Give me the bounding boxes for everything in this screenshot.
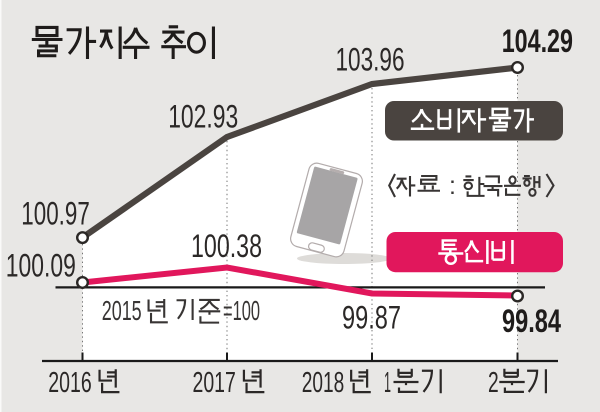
svg-text:99.84: 99.84 — [502, 303, 561, 339]
svg-text:1: 1 — [384, 367, 391, 399]
svg-text:2: 2 — [488, 367, 499, 399]
svg-text:=100: =100 — [223, 295, 260, 326]
svg-text:2018: 2018 — [302, 367, 345, 399]
svg-text:2016: 2016 — [48, 367, 91, 399]
svg-text:2017: 2017 — [193, 367, 236, 399]
svg-text:2015: 2015 — [102, 295, 142, 326]
svg-text:103.96: 103.96 — [336, 42, 405, 78]
svg-text:100.97: 100.97 — [21, 196, 90, 232]
svg-text:99.87: 99.87 — [342, 300, 401, 336]
svg-text:100.09: 100.09 — [6, 248, 76, 284]
svg-text::: : — [449, 172, 456, 200]
svg-text:100.38: 100.38 — [191, 228, 262, 264]
svg-text:102.93: 102.93 — [168, 99, 238, 135]
svg-text:104.29: 104.29 — [502, 23, 573, 59]
